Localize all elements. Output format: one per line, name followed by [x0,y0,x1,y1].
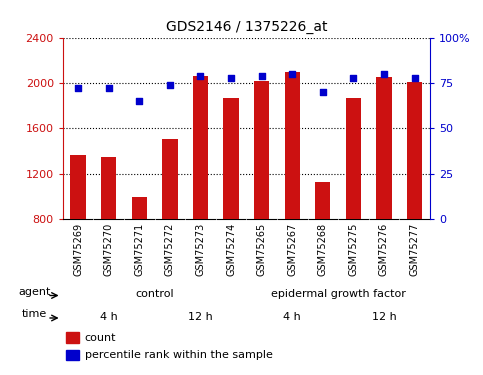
Bar [67,350,79,360]
Text: GSM75270: GSM75270 [104,223,114,276]
Text: GSM75269: GSM75269 [73,223,83,276]
Point [166,82,174,88]
Bar [71,154,86,219]
Point [74,86,82,92]
Text: count: count [85,333,116,343]
Text: time: time [22,309,47,319]
Point [258,73,266,79]
Bar [67,332,79,343]
Title: GDS2146 / 1375226_at: GDS2146 / 1375226_at [166,20,327,34]
Text: agent: agent [18,286,51,297]
Bar [376,77,392,219]
Text: GSM75267: GSM75267 [287,223,297,276]
Point [319,89,327,95]
Point [411,75,418,81]
Text: 12 h: 12 h [188,312,213,322]
Bar [131,196,147,219]
Bar [193,76,208,219]
Text: GSM75265: GSM75265 [256,223,267,276]
Text: 12 h: 12 h [371,312,397,322]
Text: GSM75272: GSM75272 [165,223,175,276]
Text: 4 h: 4 h [100,312,117,322]
Point [288,71,296,77]
Bar [346,98,361,219]
Point [380,71,388,77]
Point [135,98,143,104]
Text: GSM75275: GSM75275 [348,223,358,276]
Text: control: control [135,290,174,299]
Point [105,86,113,92]
Bar [101,157,116,219]
Text: GSM75274: GSM75274 [226,223,236,276]
Bar [315,182,330,219]
Text: GSM75271: GSM75271 [134,223,144,276]
Bar [407,82,422,219]
Point [227,75,235,81]
Point [350,75,357,81]
Bar [162,139,177,219]
Text: epidermal growth factor: epidermal growth factor [270,290,406,299]
Text: 4 h: 4 h [284,312,301,322]
Text: GSM75276: GSM75276 [379,223,389,276]
Bar [254,81,270,219]
Point [197,73,204,79]
Text: GSM75273: GSM75273 [196,223,205,276]
Bar [284,72,300,219]
Bar [223,98,239,219]
Text: percentile rank within the sample: percentile rank within the sample [85,350,273,360]
Text: GSM75268: GSM75268 [318,223,328,276]
Text: GSM75277: GSM75277 [410,223,420,276]
